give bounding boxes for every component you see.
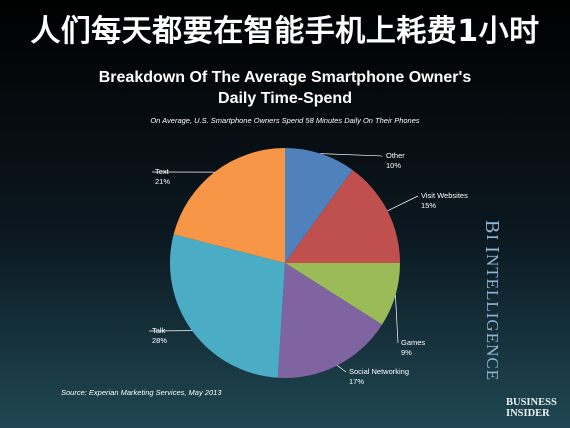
leader-line bbox=[387, 195, 419, 212]
slice-label-percent: 17% bbox=[349, 377, 364, 386]
chart-title-line-1: Breakdown Of The Average Smartphone Owne… bbox=[98, 69, 472, 86]
leader-line bbox=[320, 153, 384, 157]
chart-title-line-2: Daily Time-Spend bbox=[218, 90, 352, 107]
leader-line bbox=[337, 365, 347, 373]
slice-label-percent: 10% bbox=[386, 161, 401, 170]
slice-label-percent: 21% bbox=[155, 177, 170, 186]
chart-subtitle: On Average, U.S. Smartphone Owners Spend… bbox=[150, 116, 420, 125]
pie-slice-text bbox=[173, 148, 285, 263]
pie-slice-other bbox=[285, 148, 353, 263]
bi-intelligence-logo: BI INTELLIGENCE bbox=[481, 220, 503, 382]
pie-slices bbox=[170, 148, 400, 378]
pie-slice-talk bbox=[170, 234, 285, 378]
slice-label-name: Social Networking bbox=[349, 367, 409, 376]
pie-slice-games bbox=[285, 263, 400, 325]
slice-label-name: Text bbox=[155, 167, 170, 176]
pie-slice-visit-websites bbox=[285, 169, 400, 263]
slice-label-name: Games bbox=[401, 338, 425, 347]
banner-title: 人们每天都要在智能手机上耗费1小时 bbox=[30, 14, 540, 49]
pie-slice-social-networking bbox=[277, 263, 383, 378]
slice-label-percent: 9% bbox=[401, 348, 412, 357]
slice-label-name: Talk bbox=[152, 326, 166, 335]
slice-label-name: Other bbox=[386, 151, 405, 160]
chart-title: Breakdown Of The Average Smartphone Owne… bbox=[0, 67, 570, 109]
business-insider-logo: BUSINESS INSIDER bbox=[506, 397, 557, 419]
source-note: Source: Experian Marketing Services, May… bbox=[61, 388, 222, 397]
slice-label-percent: 15% bbox=[421, 201, 436, 210]
leader-line bbox=[395, 295, 399, 344]
slice-label-percent: 28% bbox=[152, 336, 167, 345]
slice-label-name: Visit Websites bbox=[421, 191, 468, 200]
